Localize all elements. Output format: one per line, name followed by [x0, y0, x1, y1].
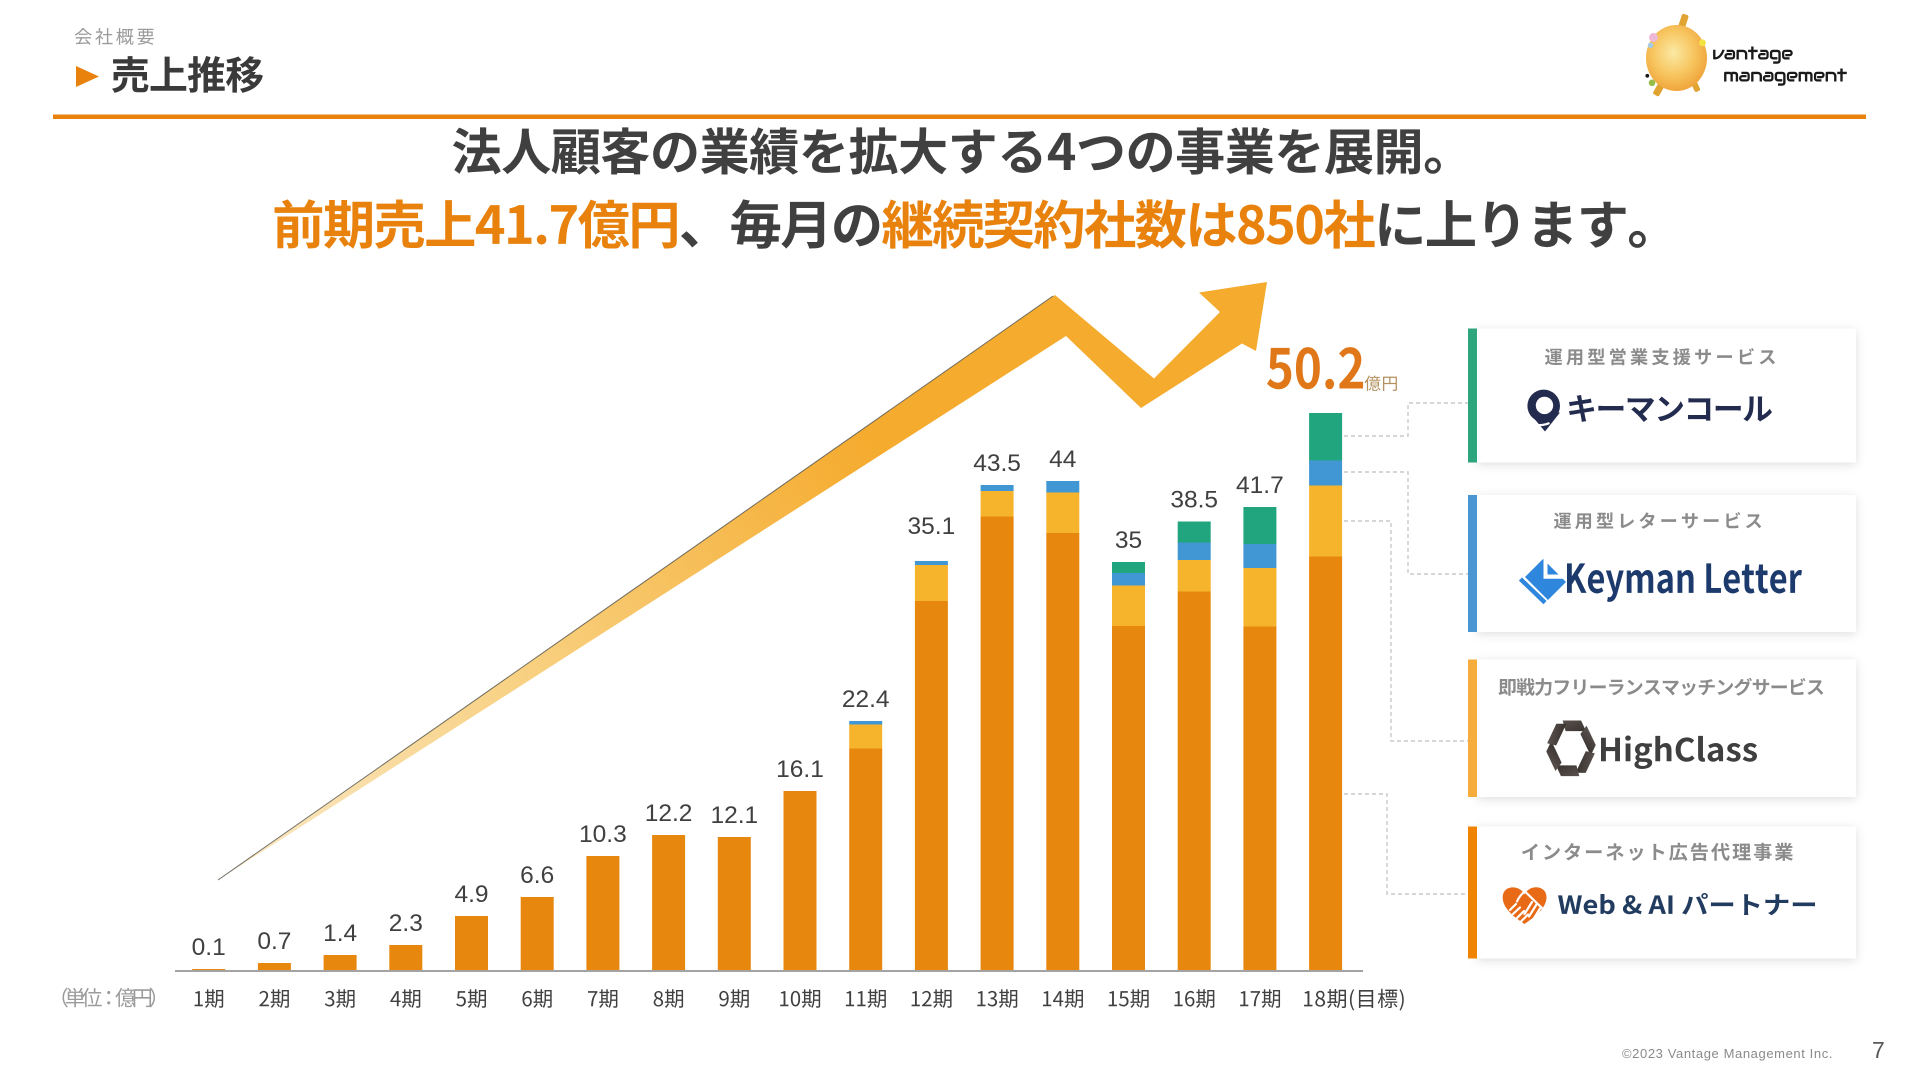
svg-text:12.2: 12.2 — [645, 800, 693, 827]
svg-text:6.6: 6.6 — [520, 862, 554, 889]
svg-text:4.9: 4.9 — [454, 881, 488, 908]
svg-text:35.1: 35.1 — [908, 513, 956, 540]
svg-text:7: 7 — [1872, 1037, 1885, 1063]
svg-text:44: 44 — [1049, 446, 1076, 473]
svg-text:©2023 Vantage Management Inc.: ©2023 Vantage Management Inc. — [1622, 1046, 1833, 1061]
svg-text:0.1: 0.1 — [192, 934, 226, 961]
svg-text:38.5: 38.5 — [1170, 487, 1218, 514]
svg-text:43.5: 43.5 — [973, 450, 1021, 477]
svg-text:41.7: 41.7 — [1236, 472, 1284, 499]
svg-text:0.7: 0.7 — [257, 928, 291, 955]
svg-text:10.3: 10.3 — [579, 821, 627, 848]
svg-text:16.1: 16.1 — [776, 756, 824, 783]
svg-text:1.4: 1.4 — [323, 920, 357, 947]
svg-text:35: 35 — [1115, 527, 1142, 554]
svg-text:2.3: 2.3 — [389, 910, 423, 937]
svg-text:22.4: 22.4 — [842, 686, 890, 713]
svg-text:12.1: 12.1 — [710, 802, 758, 829]
